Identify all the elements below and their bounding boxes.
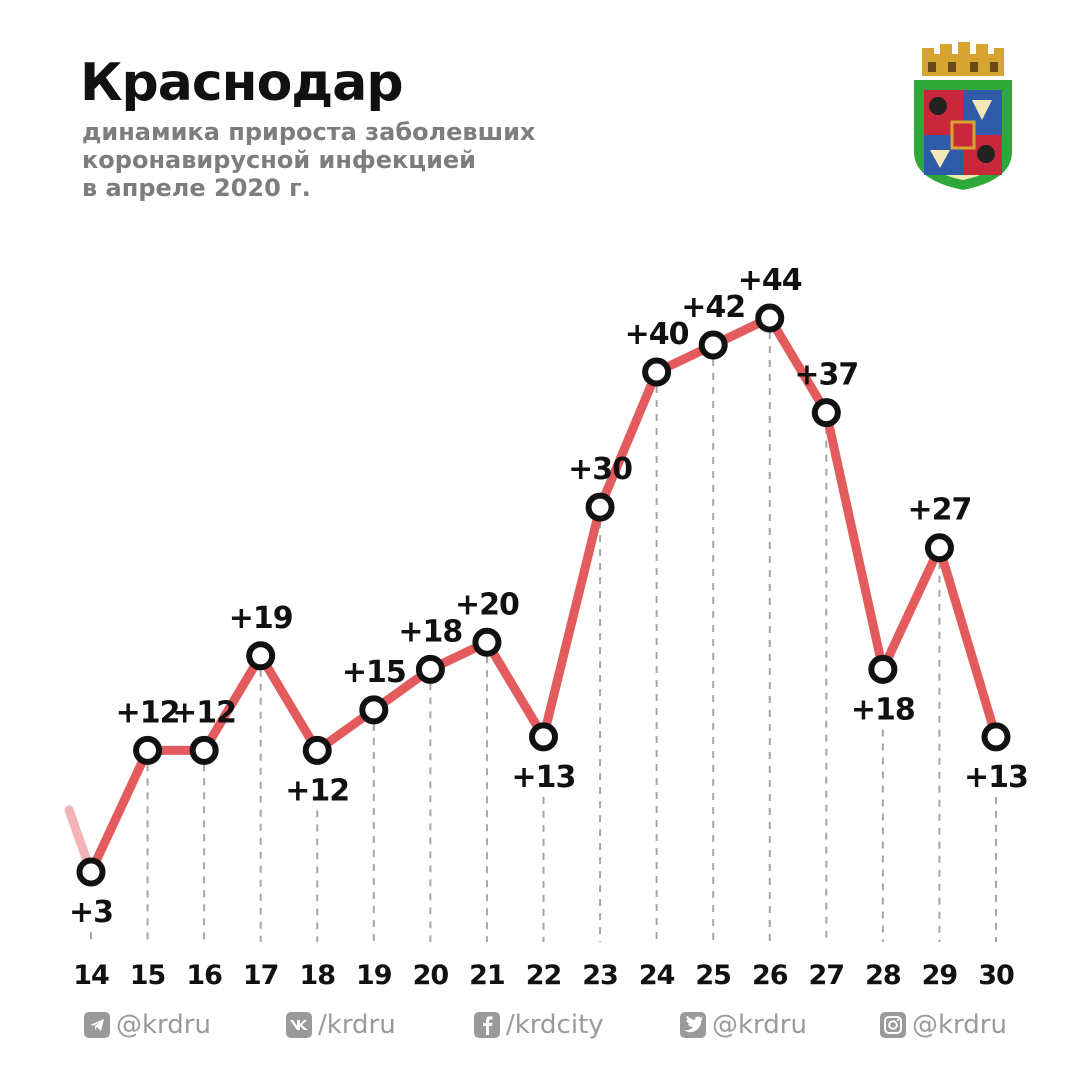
data-point: [924, 533, 954, 563]
subtitle-line-1: динамика прироста заболевших: [82, 118, 536, 146]
data-label: +13: [512, 760, 576, 795]
data-label: +20: [455, 587, 519, 622]
vk-icon: [286, 1012, 312, 1038]
data-label: +37: [794, 358, 858, 393]
data-point: [642, 357, 672, 387]
x-tick-label: 21: [469, 960, 505, 991]
x-tick-label: 15: [130, 960, 166, 991]
data-point: [698, 330, 728, 360]
x-tick-label: 17: [243, 960, 279, 991]
x-tick-label: 14: [73, 960, 109, 991]
data-label: +12: [285, 773, 349, 808]
social-instagram[interactable]: @krdru: [880, 1010, 1007, 1040]
data-point: [981, 722, 1011, 752]
data-point: [246, 641, 276, 671]
page-title: Краснодар: [80, 53, 404, 113]
social-telegram[interactable]: @krdru: [84, 1010, 211, 1040]
data-point: [868, 654, 898, 684]
subtitle: динамика прироста заболевших коронавирус…: [82, 118, 535, 202]
data-point: [811, 398, 841, 428]
data-point: [302, 735, 332, 765]
facebook-icon: [474, 1012, 500, 1038]
social-footer: @krdru /krdru /krdcity @krdru @krdru: [0, 1010, 1080, 1050]
x-tick-label: 24: [639, 960, 675, 991]
data-label: +18: [398, 614, 462, 649]
subtitle-line-3: в апреле 2020 г.: [82, 174, 311, 202]
social-instagram-text: @krdru: [912, 1010, 1007, 1040]
data-label: +44: [738, 263, 802, 298]
x-tick-label: 20: [413, 960, 449, 991]
data-label: +30: [568, 452, 632, 487]
data-label: +12: [116, 695, 180, 730]
social-facebook[interactable]: /krdcity: [474, 1010, 604, 1040]
subtitle-line-2: коронавирусной инфекцией: [82, 146, 476, 174]
data-point: [472, 627, 502, 657]
social-vk-text: /krdru: [318, 1010, 396, 1040]
data-label: +12: [172, 695, 236, 730]
data-label: +42: [681, 290, 745, 325]
data-label: +40: [625, 317, 689, 352]
data-label: +19: [229, 601, 293, 636]
x-tick-label: 19: [356, 960, 392, 991]
data-point: [76, 857, 106, 887]
data-label: +3: [69, 895, 113, 930]
x-tick-label: 22: [526, 960, 562, 991]
data-label: +13: [964, 760, 1028, 795]
data-label: +15: [342, 655, 406, 690]
social-twitter-text: @krdru: [712, 1010, 807, 1040]
x-tick-label: 23: [582, 960, 618, 991]
twitter-icon: [680, 1012, 706, 1038]
data-label: +27: [907, 493, 971, 528]
instagram-icon: [880, 1012, 906, 1038]
social-telegram-text: @krdru: [116, 1010, 211, 1040]
data-point: [529, 722, 558, 752]
data-point: [415, 654, 445, 684]
coat-of-arms-icon: [914, 42, 1012, 190]
x-tick-label: 30: [978, 960, 1014, 991]
social-facebook-text: /krdcity: [506, 1010, 604, 1040]
x-tick-label: 25: [695, 960, 731, 991]
data-label: +18: [851, 692, 915, 727]
social-vk[interactable]: /krdru: [286, 1010, 396, 1040]
x-tick-label: 16: [186, 960, 222, 991]
x-tick-label: 29: [922, 960, 958, 991]
social-twitter[interactable]: @krdru: [680, 1010, 807, 1040]
x-tick-label: 27: [809, 960, 845, 991]
data-point: [189, 735, 219, 765]
telegram-icon: [84, 1012, 110, 1038]
x-tick-label: 18: [299, 960, 335, 991]
x-tick-label: 26: [752, 960, 788, 991]
data-point: [585, 492, 615, 522]
data-point: [133, 735, 163, 765]
x-tick-label: 28: [865, 960, 901, 991]
line-chart: +3 14 +12 15 +12 16 +19 17 +12 18 +15 19 +18 20 +20 21 +…: [64, 263, 1029, 991]
data-point: [755, 303, 785, 333]
data-point: [359, 695, 389, 725]
